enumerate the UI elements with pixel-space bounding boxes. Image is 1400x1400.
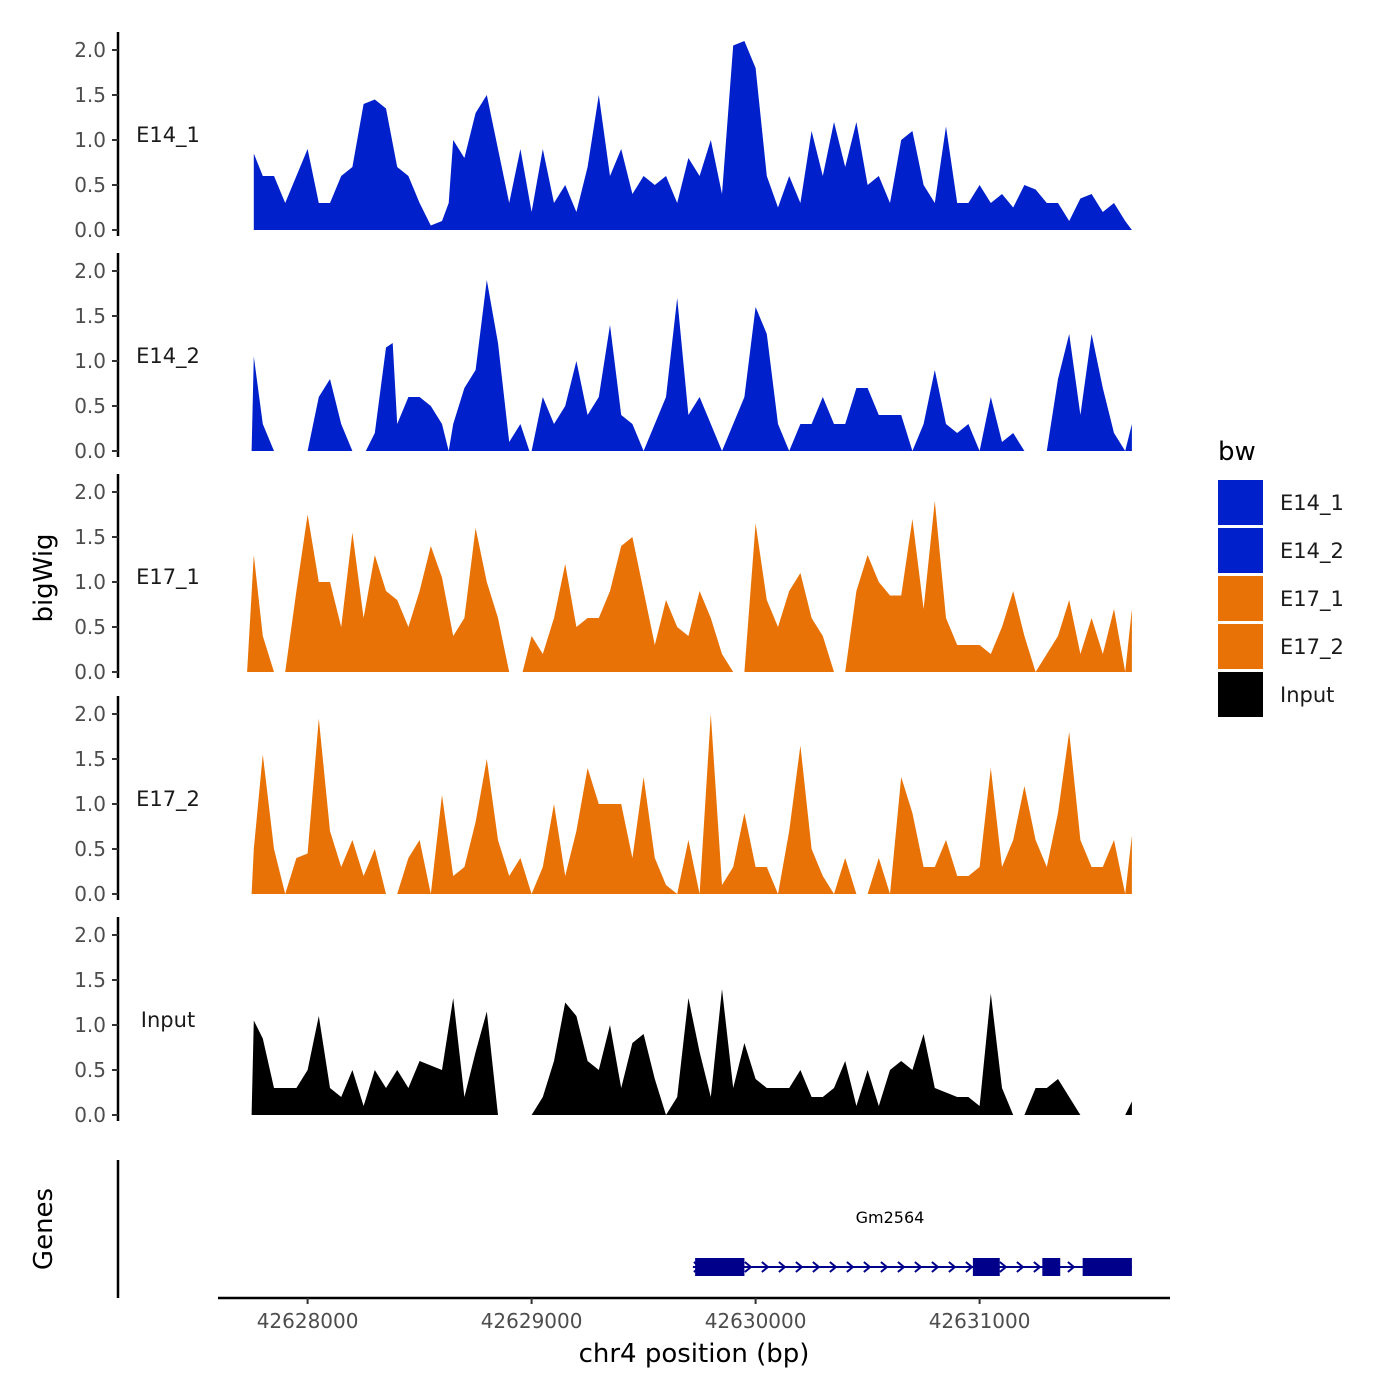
legend-swatch-E17_1 [1218,576,1263,621]
y-tick-label: 2.0 [74,923,106,947]
strand-arrow [897,1261,906,1273]
y-tick-label: 0.5 [74,173,106,197]
gene-Gm2564: Gm2564 [692,1208,1132,1276]
x-tick-label: 42630000 [705,1309,807,1333]
track-E17_2: 0.0 0.5 1.0 1.5 2.0 E17_2 [74,696,1132,906]
x-axis-title: chr4 position (bp) [579,1339,810,1369]
gene-label: Gm2564 [856,1208,925,1227]
strand-arrow [880,1261,889,1273]
legend-swatch-E14_1 [1218,480,1263,525]
strand-arrow [829,1261,838,1273]
strand-arrow [965,1261,974,1273]
y-tick-label: 1.5 [74,83,106,107]
track-label-E14_1: E14_1 [136,123,200,148]
y-tick-label: 0.0 [74,1103,106,1127]
gene-exon [1082,1258,1132,1276]
x-tick-label: 42629000 [481,1309,583,1333]
strand-arrow [1067,1261,1076,1273]
track-E17_1: 0.0 0.5 1.0 1.5 2.0 E17_1 [74,474,1132,684]
gene-exon [972,1258,1000,1276]
tracks-layer: 0.0 0.5 1.0 1.5 2.0 E14_1 0.0 0.5 1.0 1.5 2.0 E14_2… [74,32,1132,1127]
coverage-area-E14_2 [251,280,1132,451]
track-E14_2: 0.0 0.5 1.0 1.5 2.0 E14_2 [74,253,1132,463]
strand-arrow [863,1261,872,1273]
strand-arrow [812,1261,821,1273]
y-tick-label: 1.0 [74,128,106,152]
y-tick-label: 0.5 [74,615,106,639]
y-tick-label: 0.0 [74,660,106,684]
y-tick-label: 1.0 [74,349,106,373]
strand-arrow [761,1261,770,1273]
y-tick-label: 1.5 [74,747,106,771]
legend-label-E17_1: E17_1 [1280,587,1344,612]
legend: bw E14_1 E14_2 E17_1 E17_2 Input [1218,437,1344,717]
y-tick-label: 1.5 [74,968,106,992]
legend-swatch-E14_2 [1218,528,1263,573]
y-tick-label: 2.0 [74,702,106,726]
coverage-area-E14_1 [253,41,1132,230]
track-label-E17_2: E17_2 [136,787,200,812]
genes-axis-title: Genes [29,1188,59,1270]
legend-title: bw [1218,437,1256,467]
y-tick-label: 2.0 [74,480,106,504]
y-tick-label: 2.0 [74,38,106,62]
gene-exon [695,1258,745,1276]
y-tick-label: 1.5 [74,304,106,328]
legend-label-E17_2: E17_2 [1280,635,1344,660]
track-Input: 0.0 0.5 1.0 1.5 2.0 Input [74,917,1132,1127]
strand-arrow [846,1261,855,1273]
strand-arrow [999,1261,1008,1273]
y-tick-label: 0.5 [74,394,106,418]
y-axis-title: bigWig [29,533,59,622]
y-tick-label: 0.5 [74,837,106,861]
y-tick-label: 2.0 [74,259,106,283]
gene-exon [1042,1258,1061,1276]
y-tick-label: 0.5 [74,1058,106,1082]
x-tick-label: 42628000 [257,1309,359,1333]
track-label-E17_1: E17_1 [136,565,200,590]
x-axis: 42628000 42629000 42630000 42631000 [218,1296,1170,1333]
track-E14_1: 0.0 0.5 1.0 1.5 2.0 E14_1 [74,32,1132,242]
track-label-Input: Input [141,1008,195,1032]
coverage-area-Input [251,989,1132,1115]
legend-label-Input: Input [1280,683,1334,707]
strand-arrow [744,1261,753,1273]
track-label-E14_2: E14_2 [136,344,200,369]
coverage-area-E17_2 [251,714,1132,894]
genes-layer: Gm2564 [116,1160,1132,1298]
y-tick-label: 0.0 [74,882,106,906]
strand-arrow [914,1261,923,1273]
legend-swatch-E17_2 [1218,624,1263,669]
y-tick-label: 1.5 [74,525,106,549]
coverage-area-E17_1 [247,501,1132,672]
strand-arrow [795,1261,804,1273]
legend-label-E14_1: E14_1 [1280,491,1344,516]
y-tick-label: 1.0 [74,1013,106,1037]
strand-arrow [948,1261,957,1273]
legend-label-E14_2: E14_2 [1280,539,1344,564]
y-tick-label: 0.0 [74,439,106,463]
x-tick-label: 42631000 [929,1309,1031,1333]
strand-arrow [1016,1261,1025,1273]
legend-swatch-Input [1218,672,1263,717]
y-tick-label: 0.0 [74,218,106,242]
y-tick-label: 1.0 [74,570,106,594]
strand-arrow [931,1261,940,1273]
strand-arrow [778,1261,787,1273]
legend-items: E14_1 E14_2 E17_1 E17_2 Input [1218,480,1344,717]
y-tick-label: 1.0 [74,792,106,816]
strand-arrow [1033,1261,1042,1273]
